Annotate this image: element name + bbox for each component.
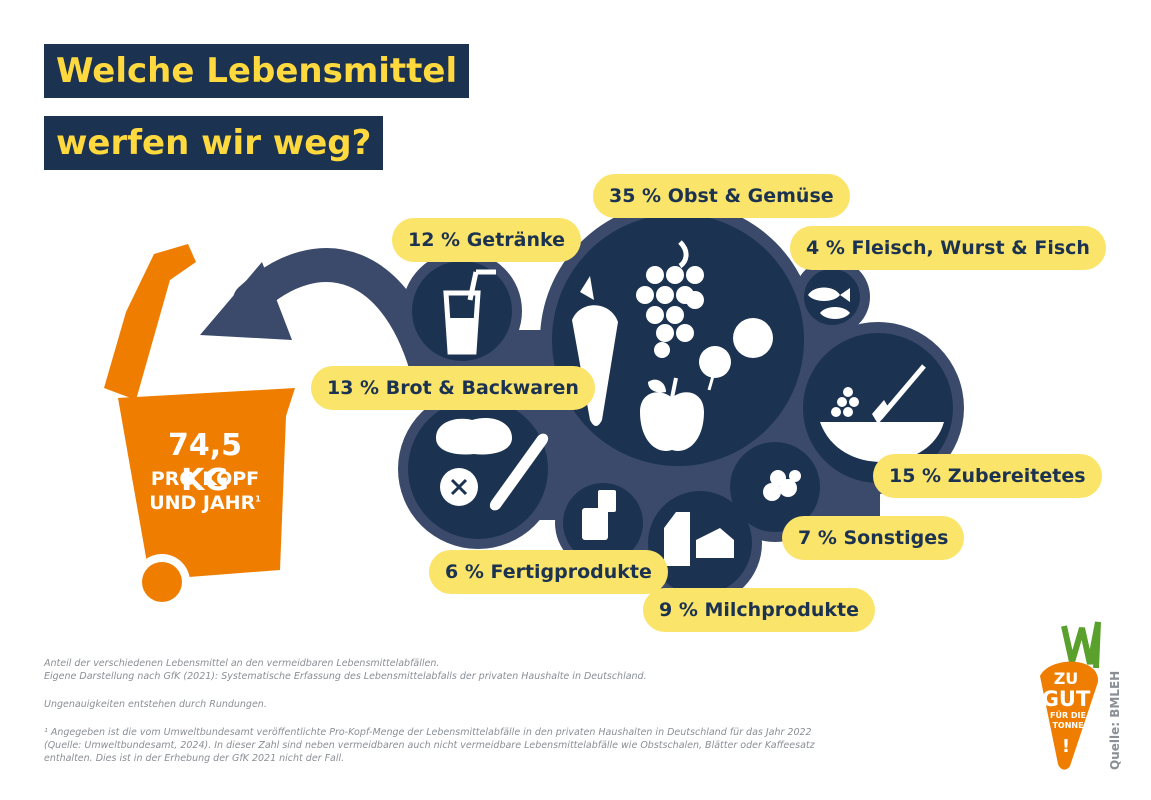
footnote-line-2: Eigene Darstellung nach GfK (2021): Syst… <box>44 671 647 682</box>
source-credit: Quelle: BMLEH <box>1108 670 1122 770</box>
footnote-line-3: Ungenauigkeiten entstehen durch Rundunge… <box>44 699 267 710</box>
bin-footnote-mark: 1 <box>255 494 261 504</box>
bowl-fork-icon <box>820 364 944 462</box>
bin-per-year: UND JAHR1 <box>140 492 270 514</box>
bread-icon <box>436 418 549 511</box>
bin-per-year-text: UND JAHR <box>149 492 256 514</box>
arrow-icon <box>200 248 447 397</box>
trash-bin-icon <box>104 244 295 610</box>
footnote-line-4: ¹ Angegeben ist die vom Umweltbundesamt … <box>44 727 812 738</box>
bubble-obst-gemuese <box>552 214 804 466</box>
label-getraenke: 12 % Getränke <box>392 218 582 262</box>
title-line-2: werfen wir weg? <box>44 116 384 170</box>
bin-amount: 74,5 KG <box>167 428 243 498</box>
svg-text:!: ! <box>1062 736 1070 757</box>
label-sonstiges: 7 % Sonstiges <box>782 516 965 560</box>
svg-text:GUT: GUT <box>1042 687 1091 711</box>
label-brot-backwaren: 13 % Brot & Backwaren <box>311 366 595 410</box>
label-obst-gemuese: 35 % Obst & Gemüse <box>593 174 850 218</box>
label-fleisch-wurst-fisch: 4 % Fleisch, Wurst & Fisch <box>790 226 1106 270</box>
footnote-line-1: Anteil der verschiedenen Lebensmittel an… <box>44 658 440 669</box>
label-fertigprodukte: 6 % Fertigprodukte <box>429 550 668 594</box>
svg-text:FÜR DIE: FÜR DIE <box>1050 710 1086 720</box>
can-icon <box>582 490 616 540</box>
zu-gut-fuer-die-tonne-logo: ZU GUT FÜR DIE TONNE ! <box>1040 621 1101 770</box>
label-milchprodukte: 9 % Milchprodukte <box>643 588 875 632</box>
misc-food-icon <box>763 470 801 501</box>
svg-text:TONNE: TONNE <box>1052 721 1083 730</box>
footnote-line-6: enthalten. Dies ist in der Erhebung der … <box>44 753 345 764</box>
title-line-1: Welche Lebensmittel <box>44 44 470 98</box>
milk-cheese-icon <box>664 512 734 566</box>
fruit-vegetable-icon <box>572 240 773 451</box>
label-zubereitetes: 15 % Zubereitetes <box>873 454 1102 498</box>
bubble-getraenke <box>412 261 512 361</box>
svg-text:ZU: ZU <box>1054 669 1079 688</box>
bin-per-capita: PRO KOPF <box>150 468 260 490</box>
fish-icon <box>808 287 850 319</box>
footnote-line-5: (Quelle: Umweltbundesamt, 2024). In dies… <box>44 740 815 751</box>
drink-glass-icon <box>443 269 496 355</box>
